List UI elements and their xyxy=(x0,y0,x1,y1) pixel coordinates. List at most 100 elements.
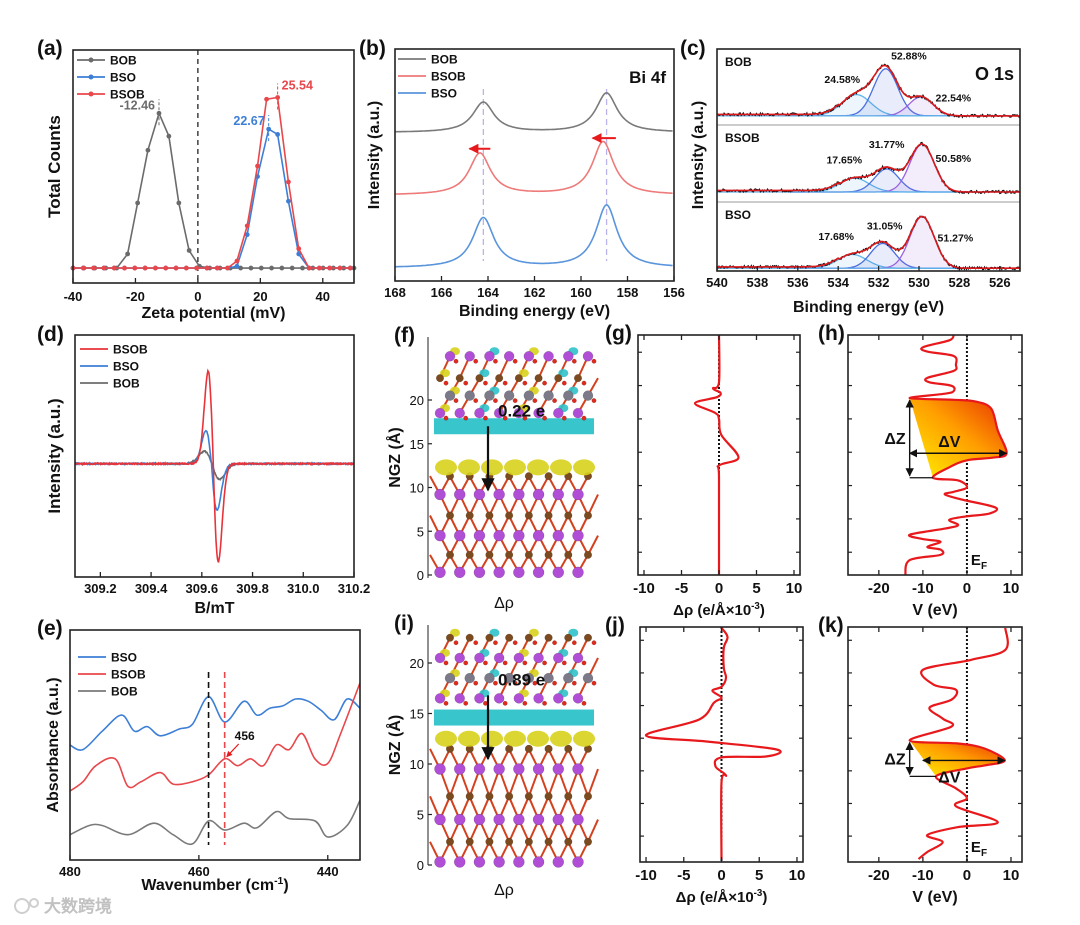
selenium-atom xyxy=(485,837,494,846)
plot-frame-b xyxy=(394,48,675,282)
oxygen-atom xyxy=(512,358,518,364)
charge-accumulation-blob xyxy=(504,730,526,747)
data-point-BOB xyxy=(125,251,131,257)
data-point-BSOB xyxy=(132,265,138,271)
surface-atom xyxy=(533,407,544,419)
selenium-atom xyxy=(445,511,455,520)
surface-atom xyxy=(503,390,515,401)
oxygen-atom xyxy=(532,398,538,404)
surface-atom xyxy=(553,693,564,704)
bismuth-atom xyxy=(552,763,565,775)
structure-model xyxy=(429,628,599,868)
x-axis-title: Δρ (e/Å×10-3) xyxy=(676,888,768,906)
component-percentage: 24.58% xyxy=(824,74,860,86)
y-tick-label: 15 xyxy=(410,437,424,452)
x-axis-title-sup: -3 xyxy=(754,888,763,899)
x-axis-title: Wavenumber (cm-1) xyxy=(141,876,288,894)
surface-atom xyxy=(563,351,574,362)
oxygen-atom xyxy=(561,660,567,666)
surface-atom xyxy=(445,633,455,642)
x-tick-label: 528 xyxy=(949,275,971,290)
fermi-label-sub: F xyxy=(981,848,987,859)
selenium-atom xyxy=(564,744,573,753)
selenium-atom xyxy=(485,550,494,559)
x-tick-label: 10 xyxy=(1003,580,1020,597)
bismuth-atom xyxy=(513,529,525,542)
selenium-atom xyxy=(583,550,593,559)
bismuth-atom xyxy=(453,763,466,775)
x-tick-label: 20 xyxy=(253,289,267,304)
spectrum-title: Bi 4f xyxy=(629,68,666,87)
oxygen-atom xyxy=(443,660,449,666)
surface-atom xyxy=(465,633,474,642)
x-axis-title: B/mT xyxy=(195,600,235,617)
surface-atom xyxy=(474,652,485,664)
oxygen-atom xyxy=(532,640,538,646)
oxygen-atom xyxy=(532,680,538,686)
charge-accumulation-blob xyxy=(458,459,480,476)
surface-atom xyxy=(434,407,446,419)
plot-frame-h xyxy=(847,334,1023,576)
oxygen-atom xyxy=(522,415,528,421)
bismuth-atom xyxy=(572,856,584,868)
x-tick-label: 310.2 xyxy=(338,581,371,596)
surface-atom xyxy=(563,390,574,401)
oxygen-atom xyxy=(463,660,469,666)
surface-atom xyxy=(553,652,564,664)
oxygen-atom xyxy=(591,358,597,364)
selenium-atom xyxy=(583,837,593,846)
oxygen-atom xyxy=(522,700,528,706)
bismuth-atom xyxy=(493,813,505,826)
oxygen-atom xyxy=(443,380,449,386)
y-axis-title: Total Counts xyxy=(45,115,64,218)
legend-label: BOB xyxy=(110,54,137,68)
bond xyxy=(587,768,599,797)
surface-atom xyxy=(434,693,446,704)
sample-label: BSOB xyxy=(725,131,760,145)
oxygen-atom xyxy=(552,680,558,686)
bismuth-atom xyxy=(434,856,446,868)
selenium-atom xyxy=(564,511,573,520)
data-point-BSOB xyxy=(111,265,117,271)
surface-atom xyxy=(503,351,515,362)
surface-atom xyxy=(572,693,584,704)
oxygen-atom xyxy=(552,640,558,646)
x-axis-title: Δρ (e/Å×10-3) xyxy=(673,601,765,619)
surface-atom xyxy=(523,672,535,684)
x-tick-label: 0 xyxy=(963,867,971,884)
charge-depletion-band xyxy=(434,709,594,726)
charge-accumulation-blob xyxy=(527,730,549,747)
x-tick-label: 10 xyxy=(1003,867,1020,884)
charge-accumulation-blob xyxy=(458,730,480,747)
bismuth-atom xyxy=(473,488,486,501)
oxygen-atom xyxy=(542,660,548,666)
bismuth-atom xyxy=(473,763,486,775)
oxygen-atom xyxy=(463,700,469,706)
surface-atom xyxy=(464,390,475,401)
bismuth-atom xyxy=(453,566,466,579)
data-point-BSOB xyxy=(101,265,107,271)
charge-accumulation-blob xyxy=(573,730,595,747)
x-tick-label: 532 xyxy=(868,275,890,290)
bismuth-atom xyxy=(473,566,486,579)
legend-label: BSOB xyxy=(110,88,145,102)
x-tick-label: 460 xyxy=(188,864,210,879)
x-axis-title-main: Δρ (e/Å×10 xyxy=(673,602,751,619)
plot-frame-d xyxy=(74,334,355,578)
y-tick-label: 5 xyxy=(417,524,424,539)
oxygen-atom xyxy=(522,380,528,386)
x-tick-label: 309.4 xyxy=(135,581,168,596)
x-tick-label: -10 xyxy=(635,867,657,884)
oxygen-atom xyxy=(591,398,597,404)
data-point-BOB xyxy=(279,265,285,271)
surface-atom xyxy=(573,374,583,383)
x-tick-label: 526 xyxy=(989,275,1011,290)
x-axis-title-main: Wavenumber (cm xyxy=(141,877,274,894)
oxygen-atom xyxy=(502,380,508,386)
legend-label: BSO xyxy=(111,651,137,665)
oxygen-atom xyxy=(492,640,498,646)
oxygen-atom xyxy=(492,680,498,686)
data-point-BSO xyxy=(234,263,240,269)
data-point-BSOB xyxy=(306,265,312,271)
